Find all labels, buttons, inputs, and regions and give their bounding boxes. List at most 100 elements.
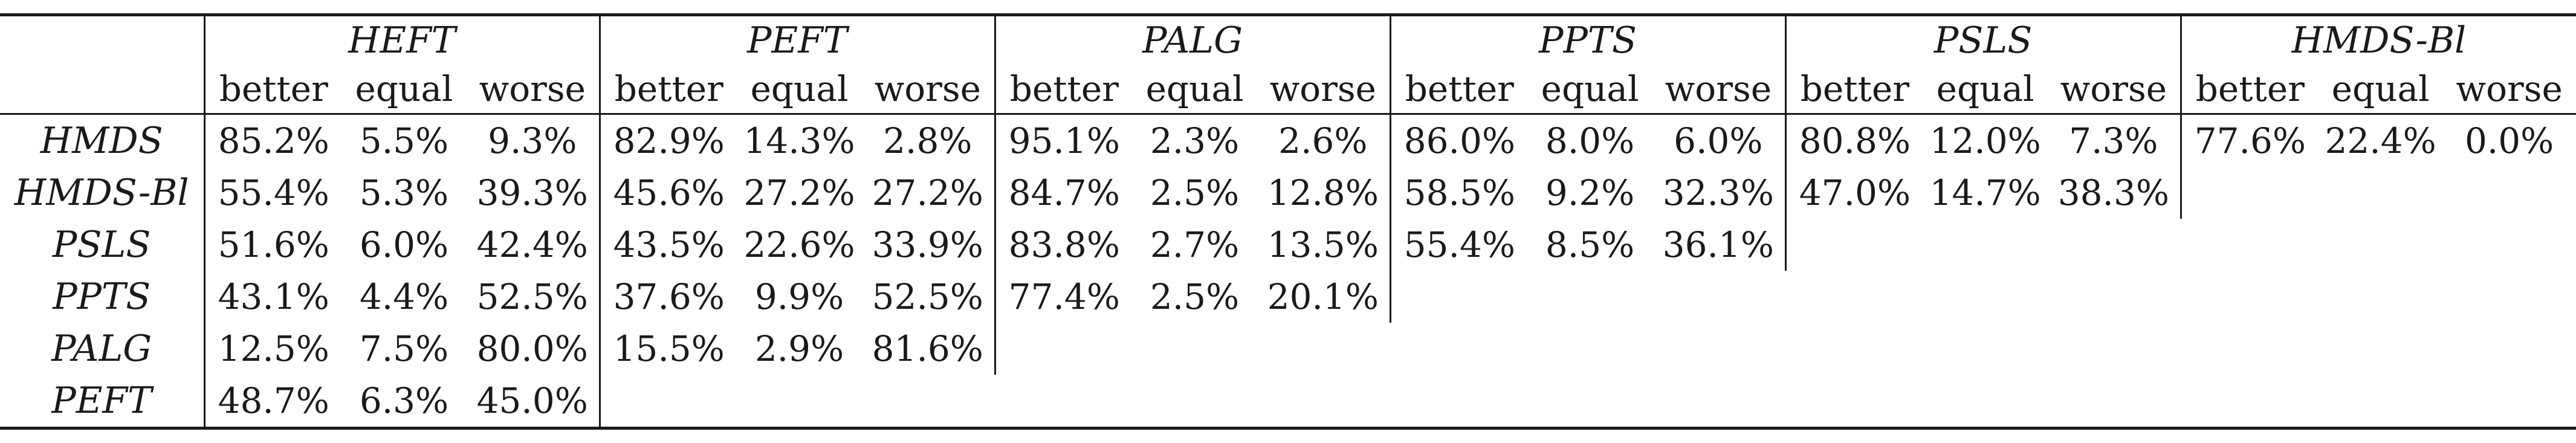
table-cell-worse: 2.8%: [883, 120, 972, 161]
table-cell-worse: 42.4%: [476, 224, 588, 265]
empty-cell: [1390, 271, 1528, 323]
column-group-header-psls: PSLS: [1784, 13, 2181, 65]
table-cell-better: 37.6%: [598, 271, 738, 323]
column-group-header-palg: PALG: [994, 13, 1391, 65]
table-cell-worse: 33.9%: [872, 224, 983, 265]
subheader-equal: equal: [2319, 65, 2443, 115]
empty-cell: [861, 375, 995, 430]
table-cell-better: 47.0%: [1784, 167, 1924, 219]
subheader-better: better: [2180, 65, 2319, 115]
table-cell-better: 58.5%: [1389, 167, 1529, 219]
table-cell-worse: 2.6%: [1278, 120, 1368, 161]
empty-cell: [1923, 375, 2048, 430]
empty-cell: [2181, 219, 2319, 271]
outcome-header-row: better equal worse better equal worse better eq…: [0, 65, 2576, 115]
table-cell-equal: 5.3%: [359, 172, 449, 213]
algorithm-header-row: HEFT PEFT PALG PPTS PSLS HMDS-Bl: [0, 13, 2576, 65]
empty-cell: [1923, 323, 2047, 375]
empty-cell: [2442, 219, 2576, 271]
subheader-better: better: [1389, 65, 1529, 115]
table-cell-equal: 9.2%: [1545, 172, 1635, 213]
table-cell-equal: 6.3%: [342, 375, 466, 430]
corner-cell-sub: [0, 65, 204, 115]
table-cell-worse: 27.2%: [872, 172, 983, 213]
empty-cell: [995, 323, 1133, 375]
empty-cell: [1652, 271, 1785, 323]
table-cell-worse: 6.0%: [1674, 120, 1763, 161]
table-cell-better: 55.4%: [1389, 219, 1529, 271]
empty-cell: [1528, 323, 1652, 375]
table-cell-worse: 52.5%: [872, 276, 983, 317]
empty-cell: [2442, 323, 2576, 375]
empty-cell: [2319, 219, 2442, 271]
empty-cell: [1652, 375, 1786, 430]
row-header-hmds-bl: HMDS-Bl: [14, 172, 189, 214]
table-cell-equal: 2.5%: [1150, 276, 1240, 317]
empty-cell: [1785, 323, 1923, 375]
empty-cell: [2319, 375, 2443, 430]
subheader-worse: worse: [2442, 65, 2576, 115]
empty-cell: [2181, 167, 2319, 219]
table-cell-equal: 9.9%: [754, 276, 844, 317]
table-cell-better: 84.7%: [994, 167, 1133, 219]
table-cell-equal: 14.7%: [1929, 172, 2041, 213]
table-cell-worse: 81.6%: [861, 323, 996, 375]
table-cell-equal: 4.4%: [359, 276, 449, 317]
table-cell-equal: 2.9%: [754, 328, 844, 369]
table-cell-better: 15.5%: [598, 323, 738, 375]
table-cell-worse: 0.0%: [2464, 120, 2554, 161]
table-cell-better: 95.1%: [994, 114, 1133, 167]
empty-cell: [600, 375, 738, 430]
empty-cell: [1528, 375, 1652, 430]
table-cell-worse: 45.0%: [466, 375, 601, 430]
table-cell-equal: 22.4%: [2325, 120, 2436, 161]
row-header-ppts: PPTS: [53, 276, 151, 318]
row-header-palg: PALG: [51, 328, 152, 370]
empty-cell: [2319, 167, 2442, 219]
column-group-header-heft: HEFT: [203, 13, 600, 65]
empty-cell: [1528, 271, 1652, 323]
table-cell-worse: 13.5%: [1267, 224, 1379, 265]
empty-cell: [2442, 167, 2576, 219]
subheader-equal: equal: [1923, 65, 2048, 115]
table-cell-better: 82.9%: [598, 114, 738, 167]
table-cell-better: 77.6%: [2180, 114, 2319, 167]
table-cell-equal: 6.0%: [359, 224, 449, 265]
table-cell-worse: 52.5%: [476, 276, 588, 317]
table-row: PEFT 48.7% 6.3% 45.0%: [0, 375, 2576, 430]
subheader-equal: equal: [737, 65, 862, 115]
empty-cell: [1133, 323, 1257, 375]
table-cell-better: 48.7%: [203, 375, 342, 430]
table-cell-worse: 32.3%: [1662, 172, 1774, 213]
empty-cell: [1785, 375, 1924, 430]
column-group-header-ppts: PPTS: [1389, 13, 1786, 65]
empty-cell: [2181, 323, 2319, 375]
table-cell-equal: 12.0%: [1929, 120, 2041, 161]
table-cell-equal: 7.5%: [359, 328, 449, 369]
empty-cell: [1133, 375, 1257, 430]
empty-cell: [2047, 219, 2181, 271]
table-cell-better: 43.1%: [203, 271, 342, 323]
empty-cell: [995, 375, 1133, 430]
row-header-peft: PEFT: [0, 375, 204, 430]
table-row: PPTS 43.1% 4.4% 52.5% 37.6% 9.9% 52.5% 77.4% 2.5…: [0, 271, 2576, 323]
row-header-psls: PSLS: [53, 224, 151, 266]
empty-cell: [2442, 375, 2576, 430]
table-cell-better: 51.6%: [203, 219, 342, 271]
empty-cell: [1785, 219, 1923, 271]
table-row: PALG 12.5% 7.5% 80.0% 15.5% 2.9% 81.6%: [0, 323, 2576, 375]
table-cell-worse: 80.0%: [476, 328, 588, 369]
row-header-hmds: HMDS: [40, 120, 163, 162]
empty-cell: [1923, 271, 2047, 323]
table-cell-better: 43.5%: [598, 219, 738, 271]
subheader-worse: worse: [861, 65, 995, 115]
table-cell-better: 12.5%: [203, 323, 342, 375]
table-cell-worse: 9.3%: [488, 120, 577, 161]
empty-cell: [2181, 271, 2319, 323]
table-cell-equal: 5.5%: [359, 120, 449, 161]
subheader-worse: worse: [466, 65, 600, 115]
table-cell-equal: 2.3%: [1150, 120, 1240, 161]
subheader-equal: equal: [1133, 65, 1257, 115]
empty-cell: [2047, 375, 2181, 430]
pairwise-comparison-table: HEFT PEFT PALG PPTS PSLS HMDS-Bl better equal w…: [0, 13, 2576, 430]
